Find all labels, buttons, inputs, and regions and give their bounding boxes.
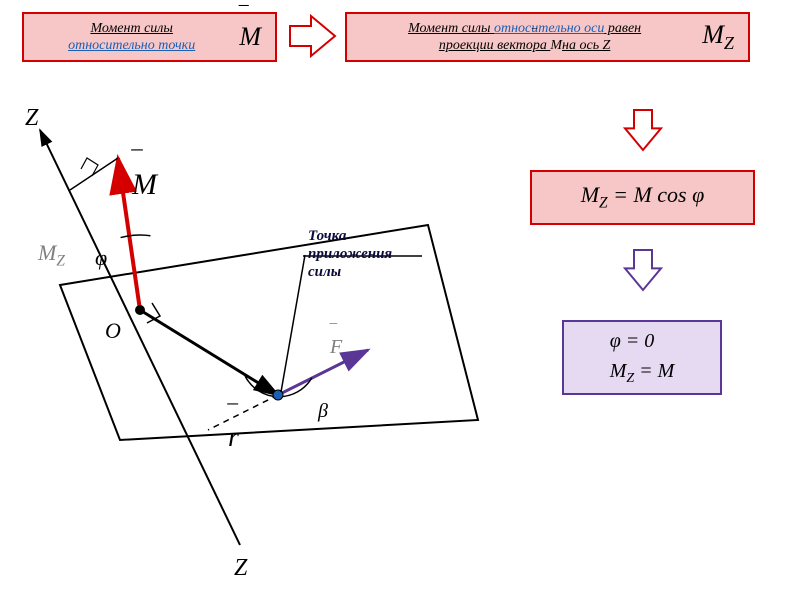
label-beta: β <box>318 400 328 423</box>
label-Mz: MZ <box>38 240 65 270</box>
label-O: O <box>105 318 121 344</box>
label-Z_bot: Z <box>234 555 247 582</box>
label-r: ‾r <box>228 422 239 454</box>
label-phi: φ <box>95 245 107 271</box>
label-call_t2: приложения <box>308 246 392 263</box>
label-Z_top: Z <box>25 105 38 132</box>
label-M_vec: ‾M <box>132 168 157 202</box>
diagram-svg <box>0 0 800 600</box>
label-call_t3: силы <box>308 264 341 281</box>
label-call_t1: Точка <box>308 228 346 245</box>
label-F: ‾F <box>330 336 342 359</box>
